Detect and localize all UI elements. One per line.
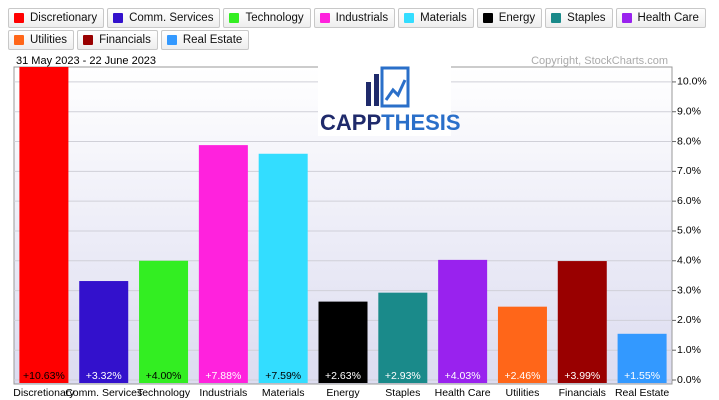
bar bbox=[198, 145, 248, 383]
y-tick-label: 7.0% bbox=[677, 165, 701, 177]
legend-swatch bbox=[14, 35, 24, 45]
legend-label: Utilities bbox=[30, 34, 68, 46]
y-tick-label: 4.0% bbox=[677, 255, 701, 267]
bar bbox=[79, 281, 129, 383]
x-tick-label: Energy bbox=[326, 387, 360, 399]
x-tick-label: Comm. Services bbox=[65, 387, 142, 399]
legend-item[interactable]: Real Estate bbox=[160, 30, 250, 50]
x-tick-label: Discretionary bbox=[13, 387, 75, 399]
legend-swatch bbox=[319, 13, 330, 23]
value-label: +7.59% bbox=[265, 370, 301, 382]
bar bbox=[557, 261, 607, 383]
legend-label: Comm. Services bbox=[129, 12, 214, 24]
bar bbox=[378, 292, 428, 383]
x-tick-label: Real Estate bbox=[615, 387, 669, 399]
value-label: +4.00% bbox=[146, 370, 182, 382]
legend-label: Financials bbox=[99, 34, 151, 46]
y-tick-label: 0.0% bbox=[677, 374, 701, 386]
x-tick-label: Health Care bbox=[435, 387, 491, 399]
value-label: +3.32% bbox=[86, 370, 122, 382]
legend: Discretionary Comm. Services Technology Ind… bbox=[8, 8, 708, 50]
legend-item[interactable]: Health Care bbox=[615, 8, 706, 28]
legend-label: Real Estate bbox=[182, 34, 243, 46]
legend-item[interactable]: Utilities bbox=[8, 30, 75, 50]
bar bbox=[139, 260, 189, 383]
legend-swatch bbox=[166, 35, 177, 45]
legend-item[interactable]: Comm. Services bbox=[107, 8, 221, 28]
logo-icon bbox=[366, 82, 371, 106]
x-tick-label: Materials bbox=[262, 387, 305, 399]
value-label: +2.93% bbox=[385, 370, 421, 382]
bar bbox=[19, 67, 69, 384]
watermark: CAPPTHESIS bbox=[318, 66, 461, 136]
legend-label: Discretionary bbox=[30, 12, 98, 24]
legend-swatch bbox=[14, 13, 24, 23]
legend-swatch bbox=[404, 13, 415, 23]
x-tick-label: Financials bbox=[559, 387, 606, 399]
value-label: +3.99% bbox=[564, 370, 600, 382]
legend-item[interactable]: Industrials bbox=[313, 8, 396, 28]
value-label: +4.03% bbox=[445, 370, 481, 382]
bar bbox=[318, 301, 368, 383]
x-tick-label: Utilities bbox=[506, 387, 540, 399]
x-tick-label: Industrials bbox=[199, 387, 247, 399]
y-tick-label: 6.0% bbox=[677, 195, 701, 207]
date-range: 31 May 2023 - 22 June 2023 bbox=[16, 55, 156, 67]
legend-item[interactable]: Staples bbox=[545, 8, 613, 28]
logo-icon bbox=[380, 66, 410, 108]
legend-swatch bbox=[229, 13, 240, 23]
legend-swatch bbox=[113, 13, 124, 23]
logo-bg bbox=[318, 66, 451, 136]
legend-swatch bbox=[482, 13, 493, 23]
legend-label: Energy bbox=[498, 12, 536, 24]
y-tick-label: 1.0% bbox=[677, 344, 701, 356]
y-tick-label: 3.0% bbox=[677, 284, 701, 296]
legend-swatch bbox=[83, 35, 94, 45]
y-tick-label: 9.0% bbox=[677, 106, 701, 118]
logo-text-1: CAPP bbox=[320, 110, 381, 135]
value-label: +7.88% bbox=[205, 370, 241, 382]
legend-label: Materials bbox=[420, 12, 467, 24]
legend-label: Staples bbox=[567, 12, 606, 24]
logo-text-2: THESIS bbox=[381, 110, 460, 135]
bar bbox=[617, 333, 667, 383]
y-tick-label: 8.0% bbox=[677, 135, 701, 147]
y-tick-label: 2.0% bbox=[677, 314, 701, 326]
value-label: +1.55% bbox=[624, 370, 660, 382]
legend-label: Technology bbox=[245, 12, 304, 24]
value-label: +10.63% bbox=[23, 370, 65, 382]
logo-icon bbox=[384, 79, 407, 101]
legend-label: Health Care bbox=[637, 12, 699, 24]
legend-item[interactable]: Technology bbox=[223, 8, 311, 28]
legend-swatch bbox=[551, 13, 562, 23]
y-tick-label: 5.0% bbox=[677, 225, 701, 237]
y-tick-label: 10.0% bbox=[677, 76, 707, 88]
legend-item[interactable]: Discretionary bbox=[8, 8, 105, 28]
value-label: +2.63% bbox=[325, 370, 361, 382]
legend-swatch bbox=[621, 13, 632, 23]
logo-icon bbox=[374, 74, 379, 106]
bar bbox=[258, 153, 308, 383]
x-tick-label: Technology bbox=[137, 387, 191, 399]
x-tick-label: Staples bbox=[385, 387, 420, 399]
logo-text: CAPPTHESIS bbox=[320, 110, 461, 135]
value-label: +2.46% bbox=[505, 370, 541, 382]
bar bbox=[497, 306, 547, 383]
bar bbox=[438, 259, 488, 383]
legend-item[interactable]: Materials bbox=[398, 8, 474, 28]
copyright: Copyright, StockCharts.com bbox=[531, 55, 668, 67]
legend-item[interactable]: Energy bbox=[476, 8, 543, 28]
legend-label: Industrials bbox=[335, 12, 389, 24]
legend-item[interactable]: Financials bbox=[77, 30, 158, 50]
